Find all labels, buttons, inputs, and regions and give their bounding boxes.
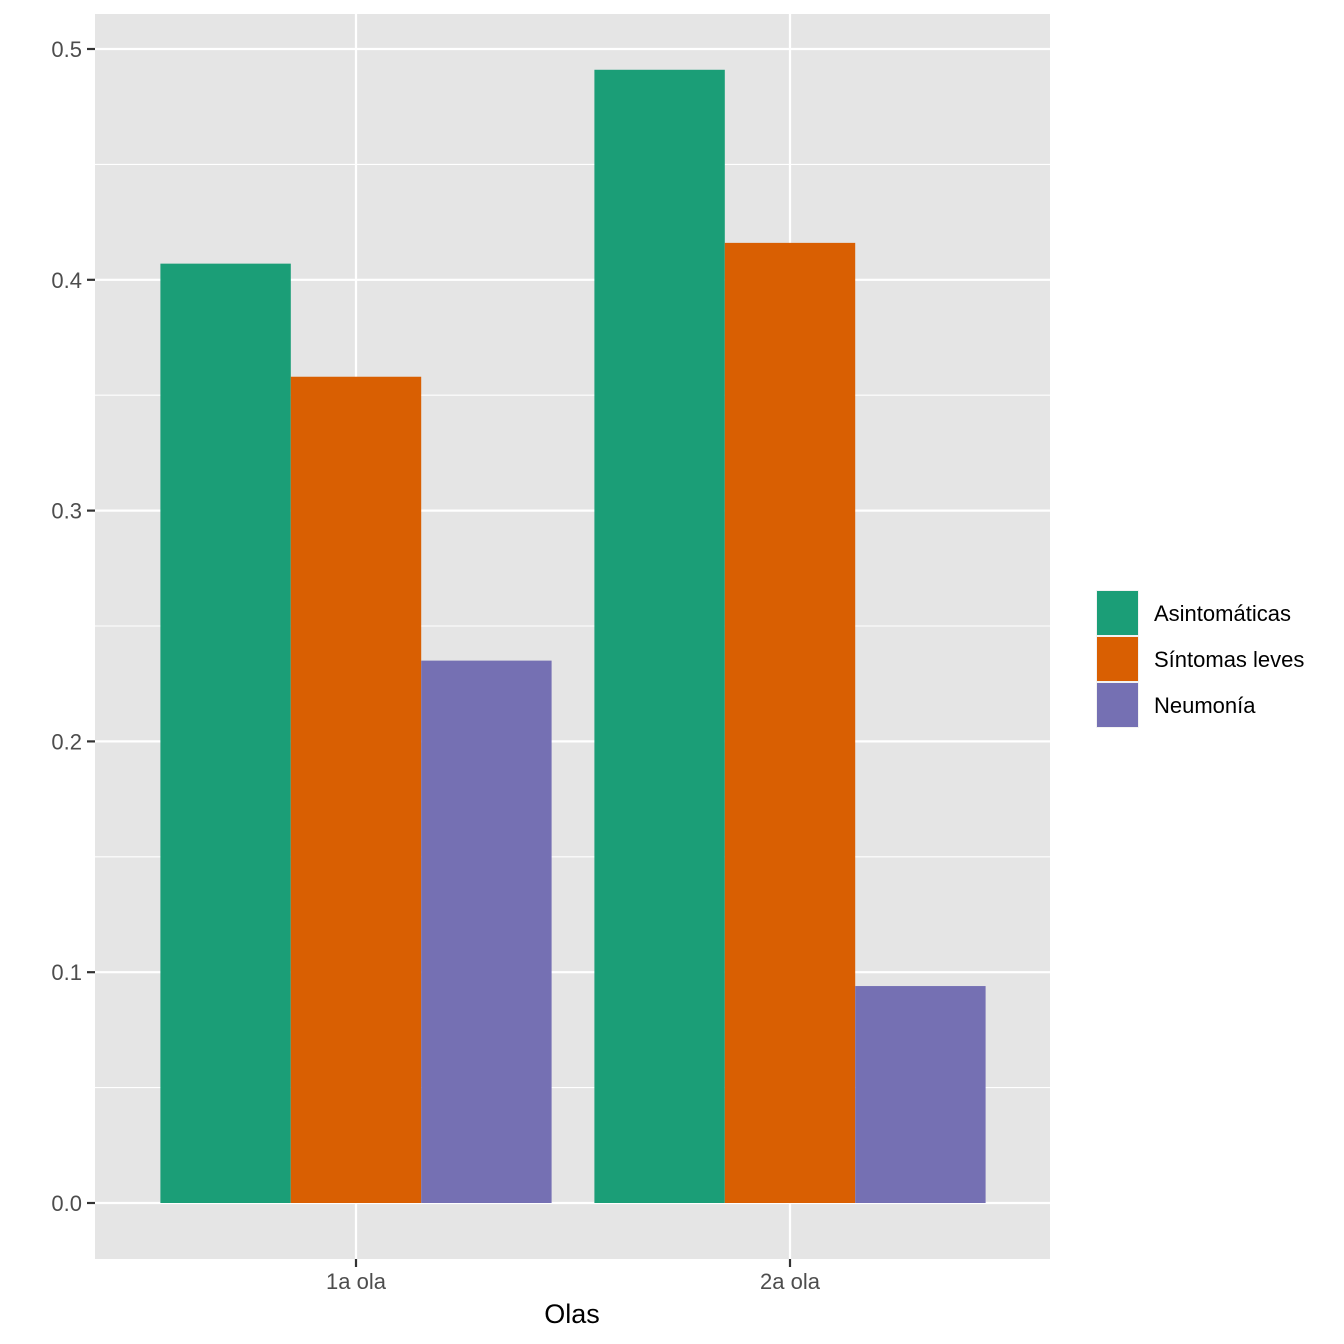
legend-swatch-1 [1097, 591, 1138, 635]
bars [160, 69, 986, 1204]
legend: Asintomáticas Síntomas leves Neumonía [1096, 590, 1304, 728]
x-axis-title: Olas [544, 1299, 600, 1329]
legend-swatch-3 [1097, 683, 1138, 727]
y-tick-label: 0.2 [51, 729, 82, 754]
y-tick-label: 0.0 [51, 1191, 82, 1216]
y-tick-label: 0.1 [51, 960, 82, 985]
x-axis: 1a ola 2a ola [326, 1259, 821, 1294]
bar-2-3 [855, 986, 986, 1203]
legend-label-3: Neumonía [1154, 693, 1256, 718]
bar-2-2 [724, 242, 856, 1203]
y-tick-label: 0.3 [51, 499, 82, 524]
x-tick-label: 2a ola [760, 1269, 821, 1294]
x-tick-label: 1a ola [326, 1269, 387, 1294]
y-tick-label: 0.4 [51, 268, 82, 293]
y-tick-label: 0.5 [51, 37, 82, 62]
bar-1-3 [421, 660, 552, 1203]
legend-swatch-2 [1097, 637, 1138, 681]
bar-1-1 [160, 263, 291, 1203]
legend-label-2: Síntomas leves [1154, 647, 1304, 672]
y-axis: 0.0 0.1 0.2 0.3 0.4 0.5 [51, 37, 95, 1216]
bar-2-1 [594, 69, 725, 1204]
bar-1-2 [290, 376, 422, 1204]
legend-label-1: Asintomáticas [1154, 601, 1291, 626]
